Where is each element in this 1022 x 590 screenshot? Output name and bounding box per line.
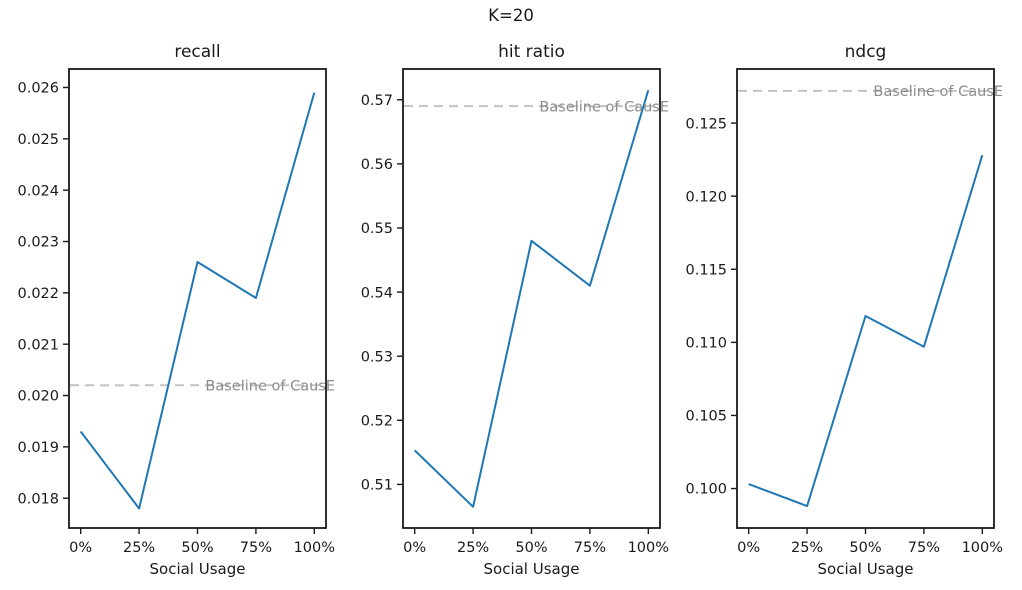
figure-suptitle: K=20 <box>488 6 534 25</box>
baseline-label: Baseline of CausE <box>873 84 1003 100</box>
y-tick-label: 0.54 <box>361 285 393 301</box>
x-tick-label: 25% <box>791 540 823 556</box>
y-tick-label: 0.115 <box>685 262 727 278</box>
x-tick-label: 25% <box>457 540 489 556</box>
axes-frame <box>68 68 327 529</box>
y-tick-label: 0.56 <box>361 157 393 173</box>
y-tick-label: 0.52 <box>361 414 393 430</box>
y-tick-label: 0.120 <box>685 189 727 205</box>
social-usage-curve <box>79 92 316 510</box>
x-tick-label: 50% <box>515 540 547 556</box>
x-tick-label: 75% <box>574 540 606 556</box>
y-tick-label: 0.024 <box>17 183 59 199</box>
y-tick-label: 0.125 <box>685 116 727 132</box>
x-tick-label: 0% <box>737 540 760 556</box>
subplot-title: ndcg <box>845 42 887 62</box>
y-tick-label: 0.018 <box>17 491 59 507</box>
y-tick-label: 0.020 <box>17 389 59 405</box>
y-tick-label: 0.55 <box>361 221 393 237</box>
social-usage-curve <box>414 89 650 508</box>
social-usage-curve <box>748 154 984 508</box>
x-tick-label: 0% <box>403 540 426 556</box>
baseline-label: Baseline of CausE <box>539 99 669 115</box>
y-tick-label: 0.51 <box>361 478 393 494</box>
y-tick-label: 0.105 <box>685 409 727 425</box>
x-tick-label: 50% <box>181 540 213 556</box>
y-tick-label: 0.53 <box>361 349 393 365</box>
subplot-title: recall <box>174 42 220 62</box>
y-tick-label: 0.019 <box>17 440 59 456</box>
x-tick-label: 75% <box>908 540 940 556</box>
y-tick-label: 0.100 <box>685 482 727 498</box>
subplot-ndcg: ndcg Baseline of CausE 0.100 0.105 0.110 0.11… <box>685 42 1003 578</box>
baseline-label: Baseline of CausE <box>205 378 335 394</box>
axes-frame <box>736 68 995 529</box>
x-axis-label: Social Usage <box>818 560 914 578</box>
y-tick-label: 0.022 <box>17 286 59 302</box>
subplot-title: hit ratio <box>498 42 565 62</box>
y-tick-label: 0.110 <box>685 336 727 352</box>
x-tick-label: 0% <box>69 540 92 556</box>
x-tick-label: 25% <box>123 540 155 556</box>
y-tick-label: 0.026 <box>17 81 59 97</box>
axes-frame <box>402 68 661 529</box>
subplot-hit-ratio: hit ratio Baseline of CausE 0.51 0.52 0.53 0.… <box>361 42 669 578</box>
x-tick-label: 100% <box>628 540 669 556</box>
y-tick-label: 0.021 <box>17 337 59 353</box>
x-tick-label: 100% <box>294 540 335 556</box>
x-tick-label: 100% <box>962 540 1003 556</box>
x-tick-label: 75% <box>240 540 272 556</box>
x-axis-label: Social Usage <box>484 560 580 578</box>
y-tick-label: 0.57 <box>361 93 393 109</box>
subplot-recall: recall Baseline of CausE 0.018 0.019 0.020 0.… <box>17 42 335 578</box>
y-tick-label: 0.025 <box>17 132 59 148</box>
y-tick-label: 0.023 <box>17 235 59 251</box>
x-tick-label: 50% <box>849 540 881 556</box>
x-axis-label: Social Usage <box>150 560 246 578</box>
